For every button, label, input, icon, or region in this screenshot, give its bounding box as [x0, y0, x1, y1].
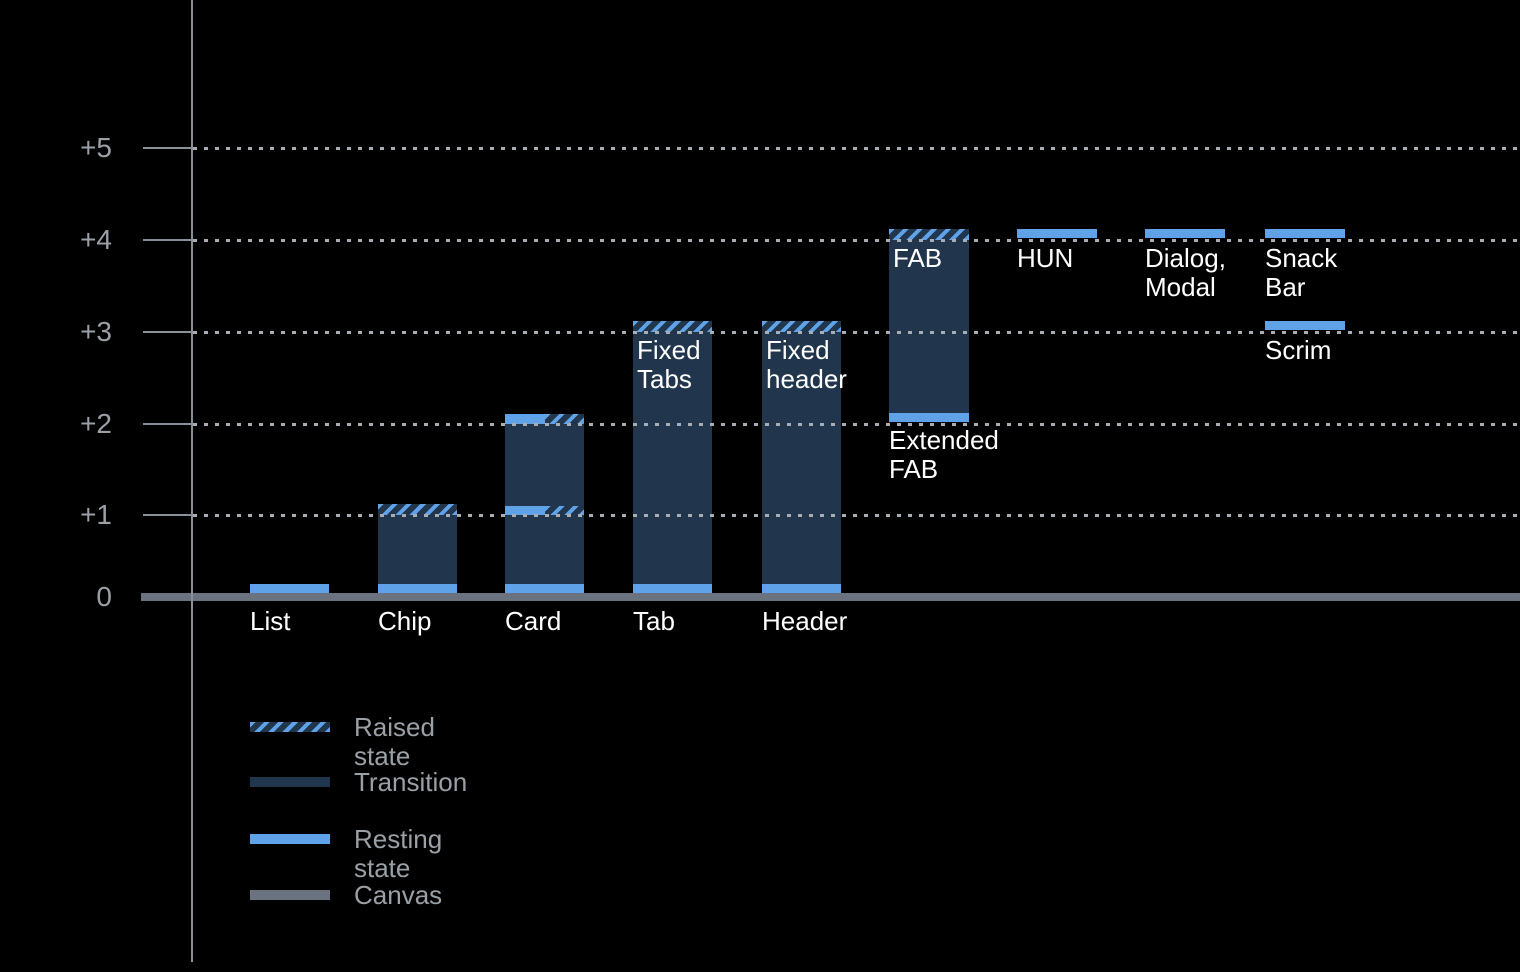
legend-label-raised: Raised state — [354, 712, 435, 771]
y-tick-mark — [143, 423, 192, 425]
y-tick-label: +2 — [80, 408, 112, 439]
card-resting-segment — [505, 584, 584, 593]
y-tick-mark — [143, 331, 192, 333]
fab-transition-segment — [889, 240, 969, 413]
y-tick-label: 0 — [96, 581, 112, 612]
chip-resting-segment — [378, 584, 457, 593]
list-resting-segment — [250, 584, 329, 593]
card-resting-segment — [505, 506, 545, 515]
header-label-inside: Fixed header — [766, 335, 847, 394]
y-axis-line — [191, 0, 193, 962]
card-transition-segment — [505, 424, 584, 506]
gridline-dotted — [193, 239, 1520, 242]
card-resting-segment — [505, 414, 545, 424]
legend-swatch-resting — [250, 834, 330, 844]
scrim-resting-segment — [1265, 321, 1345, 330]
snack-bar-resting-segment — [1265, 229, 1345, 238]
fab-label-inside: FAB — [893, 243, 943, 273]
hun-resting-segment — [1017, 229, 1097, 238]
list-label-axis: List — [250, 606, 291, 636]
header-transition-segment — [762, 332, 841, 584]
gridline-dotted — [193, 147, 1520, 150]
hun-label-below: HUN — [1017, 243, 1074, 273]
gridline-dotted — [193, 423, 1520, 426]
chip-raised-segment — [378, 504, 457, 515]
y-tick-mark — [143, 239, 192, 241]
fab-resting-segment — [889, 413, 969, 422]
dialog-modal-label-below: Dialog, Modal — [1145, 243, 1226, 302]
y-tick-label: +4 — [80, 224, 112, 255]
legend-label-resting: Resting state — [354, 824, 443, 883]
tab-label-axis: Tab — [633, 606, 675, 636]
y-tick-label: +1 — [80, 499, 112, 530]
legend-label-canvas: Canvas — [354, 880, 443, 910]
tab-label-inside: Fixed Tabs — [637, 335, 701, 394]
legend-label-transition: Transition — [354, 767, 468, 797]
scrim-label-below: Scrim — [1265, 335, 1332, 365]
gridline-dotted — [193, 514, 1520, 517]
legend-swatch-raised — [250, 722, 330, 732]
card-raised-segment — [545, 414, 584, 424]
tab-transition-segment — [633, 332, 712, 584]
card-transition-segment — [505, 515, 584, 584]
y-tick-label: +5 — [80, 132, 112, 163]
gridline-dotted — [193, 331, 1520, 334]
dialog-modal-resting-segment — [1145, 229, 1225, 238]
card-raised-segment — [545, 506, 584, 515]
chip-transition-segment — [378, 515, 457, 584]
tab-raised-segment — [633, 321, 712, 332]
legend-swatch-transition — [250, 777, 330, 787]
tab-resting-segment — [633, 584, 712, 593]
fab-raised-segment — [889, 229, 969, 240]
snack-bar-label-below: Snack Bar — [1265, 243, 1338, 302]
chip-label-axis: Chip — [378, 606, 432, 636]
card-label-axis: Card — [505, 606, 562, 636]
y-tick-label: +3 — [80, 316, 112, 347]
canvas-baseline — [141, 593, 1520, 601]
header-resting-segment — [762, 584, 841, 593]
header-label-axis: Header — [762, 606, 848, 636]
legend-swatch-canvas — [250, 890, 330, 900]
y-tick-mark — [143, 147, 192, 149]
fab-label-below: Extended FAB — [889, 425, 999, 484]
y-tick-mark — [143, 514, 192, 516]
header-raised-segment — [762, 321, 841, 332]
